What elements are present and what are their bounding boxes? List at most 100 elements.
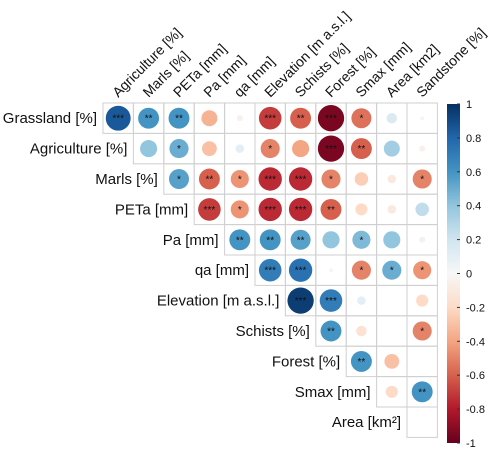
correlation-circle [288,197,313,222]
significance-stars: ** [418,387,426,398]
row-label: Pa [mm] [163,232,219,249]
correlation-circle [352,230,371,249]
correlation-circle [413,261,432,280]
correlation-circle [290,229,311,250]
correlation-circle [412,321,432,341]
correlation-circle [415,202,429,217]
significance-stars: * [359,235,363,246]
correlation-circle [351,260,371,280]
correlation-circle [230,169,249,189]
correlation-circle [384,354,400,369]
significance-stars: ** [358,144,366,155]
correlation-circle [317,135,345,162]
correlation-circle [235,144,245,153]
correlation-circle [105,105,131,131]
correlation-circle [288,258,313,282]
correlation-circle [355,203,368,216]
correlation-circle [259,229,281,251]
correlation-circle [168,107,190,129]
row-label: Smax [mm] [295,384,371,401]
correlation-circle [411,381,433,403]
correlation-circle [357,296,366,305]
significance-stars: * [420,327,424,338]
significance-stars: ** [175,114,183,125]
correlation-circle [416,294,429,307]
colorbar-tick-label: 0.8 [466,133,481,145]
correlation-circle [419,145,426,152]
correlation-circle [387,174,397,184]
significance-stars: * [177,144,181,155]
significance-stars: ** [236,235,244,246]
colorbar-tick-label: -0.6 [466,370,485,382]
significance-stars: * [359,114,363,125]
significance-stars: ** [297,114,305,125]
significance-stars: ** [327,205,335,216]
significance-stars: * [420,266,424,277]
correlation-circle [351,108,372,129]
correlation-circle [329,268,333,273]
correlation-circle [288,167,313,191]
correlation-circle [258,197,282,222]
correlation-circle [319,289,343,312]
colorbar-tick-label: 0 [466,269,472,281]
significance-stars: *** [325,296,337,307]
colorbar [447,104,460,443]
row-label: Area [km²] [332,414,401,431]
row-label: PETa [mm] [115,201,188,218]
significance-stars: *** [264,205,276,216]
correlation-circle [287,287,314,314]
significance-stars: *** [295,175,307,186]
significance-stars: * [329,175,333,186]
correlation-circle [140,140,158,158]
significance-stars: *** [112,114,124,125]
correlation-circle [260,139,280,159]
correlation-circle [320,320,342,342]
correlation-circle [322,231,340,249]
correlation-circle [320,198,342,220]
correlation-circle [356,325,367,337]
grid-cell [406,406,438,438]
colorbar-tick-label: -0.4 [466,336,485,348]
significance-stars: ** [358,357,366,368]
significance-stars: * [177,175,181,186]
correlation-circle [387,205,397,214]
significance-stars: *** [295,296,307,307]
correlation-circle [350,350,372,372]
significance-stars: *** [204,205,216,216]
significance-stars: * [238,205,242,216]
significance-stars: * [359,266,363,277]
correlation-circle [383,231,401,249]
significance-stars: * [238,175,242,186]
significance-stars: ** [266,235,274,246]
grid-cell [376,315,408,347]
correlation-circle [382,260,402,280]
significance-stars: *** [295,266,307,277]
correlation-circle [419,236,426,243]
colorbar-tick-label: -0.2 [466,302,485,314]
colorbar-tick-label: 0.2 [466,235,481,247]
correlation-circle [198,198,221,221]
row-label: Schists [%] [236,323,310,340]
significance-stars: *** [325,114,337,125]
colorbar-tick-label: 0.4 [466,201,481,213]
significance-stars: * [268,144,272,155]
row-label: qa [mm] [195,262,249,279]
correlation-circle [230,200,249,219]
significance-stars: ** [145,114,153,125]
significance-stars: *** [264,266,276,277]
correlation-circle [290,107,312,129]
significance-stars: * [390,266,394,277]
row-label: Marls [%] [95,171,158,188]
correlation-circle [258,167,282,191]
correlation-circle [202,141,217,156]
grid-cell [376,284,408,317]
grid-cell [406,345,438,378]
correlation-circle [168,168,190,190]
correlation-circle [292,140,310,158]
significance-stars: *** [264,114,276,125]
correlation-circle [236,115,243,122]
colorbar-tick-label: 1 [466,99,472,111]
correlation-circle [201,110,218,127]
row-label: Grassland [%] [3,110,97,127]
significance-stars: ** [327,327,335,338]
